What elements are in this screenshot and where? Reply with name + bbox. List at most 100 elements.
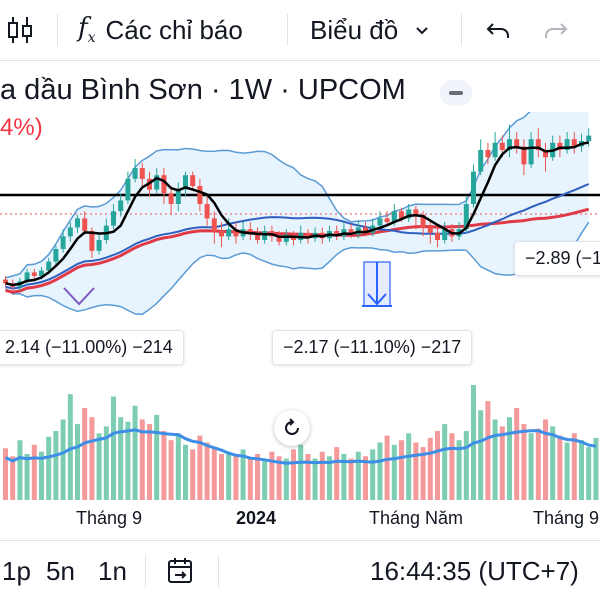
fx-icon: fx	[78, 13, 96, 47]
volume-bar	[147, 424, 152, 500]
toolbar-border	[0, 60, 600, 61]
volume-bar	[10, 456, 16, 500]
candle-body	[211, 218, 217, 231]
candle-body	[363, 227, 368, 233]
candle-body	[219, 231, 224, 237]
candle-body	[485, 150, 491, 158]
timezone-clock[interactable]: 16:44:35 (UTC+7)	[370, 555, 579, 586]
legend-collapse-button[interactable]	[440, 80, 472, 106]
candle-body	[226, 229, 232, 237]
volume-bar	[139, 419, 145, 500]
candle-body	[111, 211, 116, 226]
candle-body	[175, 189, 181, 204]
indicators-button[interactable]: fx Các chỉ báo	[78, 0, 243, 60]
volume-bar	[341, 454, 347, 500]
volume-bar	[60, 419, 66, 500]
volume-bars	[3, 385, 599, 501]
volume-bar	[298, 444, 304, 500]
candle-body	[348, 229, 354, 235]
candle-body	[283, 234, 289, 242]
volume-bar	[118, 417, 124, 500]
volume-bar	[111, 396, 116, 500]
candle-body	[233, 229, 239, 237]
candle-body	[118, 200, 124, 212]
candle-body	[24, 272, 30, 282]
toolbar-divider	[218, 555, 219, 587]
candle-body	[528, 139, 534, 165]
candle-body	[586, 135, 592, 141]
symbol-title[interactable]: a dầu Bình Sơn · 1W · UPCOM	[0, 74, 406, 106]
time-axis-label: 2024	[236, 508, 277, 528]
volume-bar	[262, 460, 268, 500]
candles-icon[interactable]	[6, 0, 36, 60]
candle-body	[262, 231, 268, 240]
volume-bar	[46, 436, 52, 501]
volume-bar	[190, 449, 196, 500]
candle-body	[247, 229, 253, 235]
volume-bar	[363, 456, 368, 500]
volume-bar	[413, 442, 419, 500]
go-to-date-button[interactable]	[166, 541, 196, 601]
interval-button[interactable]: 1n	[98, 555, 127, 586]
candle-body	[463, 204, 469, 230]
volume-ma-line	[4, 428, 597, 465]
candle-body	[46, 261, 52, 271]
volume-bar	[399, 440, 404, 500]
interval-button[interactable]: 1p	[2, 555, 31, 586]
volume-bar	[204, 442, 210, 500]
chart-type-label: Biểu đồ	[310, 14, 399, 45]
candle-body	[564, 139, 570, 150]
volume-bar	[161, 431, 167, 500]
redo-button[interactable]	[542, 0, 570, 60]
toolbar-divider	[461, 14, 462, 46]
volume-bar	[557, 435, 563, 500]
annotation-label[interactable]: −2.17 (−11.10%) −217	[272, 330, 473, 365]
volume-bar	[132, 405, 138, 500]
candle-body	[3, 279, 8, 284]
volume-bar	[247, 458, 253, 500]
interval-button[interactable]: 5n	[46, 555, 75, 586]
volume-bar	[528, 433, 534, 500]
volume-bar	[521, 424, 527, 500]
candle-body	[499, 142, 505, 150]
candle-body	[39, 270, 44, 276]
volume-bar	[449, 433, 455, 500]
volume-bar	[82, 408, 88, 500]
volume-bar	[435, 431, 440, 500]
volume-bar	[67, 394, 73, 500]
annotation-label[interactable]: −2.89 (−1	[514, 241, 600, 276]
volume-bar	[514, 408, 520, 500]
candle-body	[492, 142, 498, 158]
volume-bar	[255, 454, 260, 500]
volume-bar	[31, 444, 37, 500]
candle-body	[471, 171, 476, 204]
candle-body	[67, 227, 73, 237]
volume-bar	[579, 440, 584, 500]
candle-body	[183, 175, 188, 190]
annotation-label[interactable]: 2.14 (−11.00%) −214	[0, 330, 184, 365]
toolbar-divider	[57, 14, 58, 46]
bollinger-band-fill	[5, 112, 589, 315]
ma-fast-line	[5, 141, 589, 287]
chart-type-button[interactable]: Biểu đồ	[310, 0, 432, 60]
volume-bar	[535, 428, 541, 500]
undo-icon	[486, 23, 509, 38]
candle-body	[96, 240, 102, 251]
bollinger-lower-line	[5, 221, 590, 316]
candle-body	[543, 150, 548, 158]
volume-bar	[550, 426, 556, 500]
volume-bar	[507, 417, 512, 500]
undo-button[interactable]	[484, 0, 512, 60]
volume-bar	[39, 451, 44, 500]
candle-body	[139, 168, 145, 179]
volume-bar	[226, 451, 232, 500]
volume-bar	[211, 447, 217, 500]
candle-body	[305, 232, 311, 239]
candle-body	[442, 229, 448, 240]
reset-chart-button[interactable]	[274, 410, 310, 446]
volume-bar	[571, 433, 577, 500]
volume-bar	[3, 448, 8, 501]
volume-bar	[89, 417, 95, 500]
candle-body	[31, 272, 37, 276]
